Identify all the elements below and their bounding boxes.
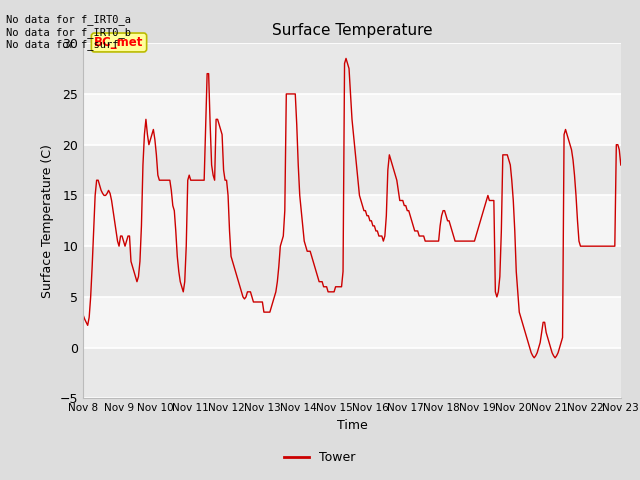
Bar <box>83 94 621 144</box>
Bar <box>83 348 621 398</box>
Text: No data for f_IRT0_a
No data for f_IRT0_b
No data for f_surf: No data for f_IRT0_a No data for f_IRT0_… <box>6 14 131 50</box>
Bar <box>83 144 621 195</box>
Bar <box>83 297 621 348</box>
Bar <box>83 246 621 297</box>
X-axis label: Time: Time <box>337 419 367 432</box>
Y-axis label: Surface Temperature (C): Surface Temperature (C) <box>42 144 54 298</box>
Text: BC_met: BC_met <box>94 36 144 49</box>
Title: Surface Temperature: Surface Temperature <box>272 23 432 38</box>
Legend: Tower: Tower <box>279 446 361 469</box>
Bar <box>83 195 621 246</box>
Bar <box>83 43 621 94</box>
